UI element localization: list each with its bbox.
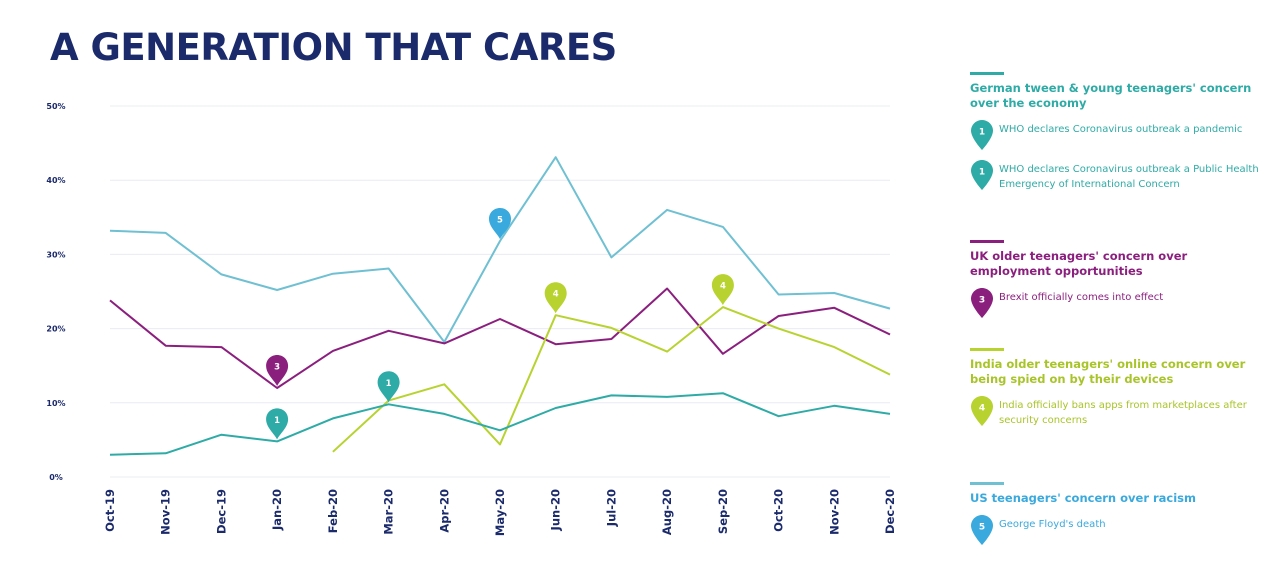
- marker-number: 5: [497, 216, 503, 226]
- marker-number: 4: [720, 282, 726, 292]
- event-marker: 4: [544, 282, 567, 314]
- y-tick-label: 10%: [46, 399, 65, 408]
- pin-number: 4: [979, 404, 985, 414]
- pin-number: 3: [979, 296, 985, 306]
- y-tick-label: 50%: [46, 102, 65, 111]
- series-line-uk: [109, 287, 891, 389]
- legend-event: 1 WHO declares Coronavirus outbreak a Pu…: [970, 159, 1270, 192]
- legend-event-text: WHO declares Coronavirus outbreak a Publ…: [999, 164, 1259, 190]
- y-tick-label: 40%: [46, 176, 65, 185]
- marker-number: 3: [274, 363, 280, 373]
- x-tick-label: Dec-20: [883, 489, 897, 534]
- map-pin-icon: 1: [971, 160, 993, 190]
- legend-event-text: Brexit officially comes into effect: [999, 292, 1164, 303]
- marker-number: 1: [386, 379, 392, 389]
- event-marker: 4: [711, 274, 734, 306]
- x-tick-label: Jan-20: [270, 489, 284, 531]
- map-pin-icon: 4: [971, 396, 993, 426]
- x-tick-label: May-20: [493, 489, 507, 536]
- legend-event-text: George Floyd's death: [999, 519, 1106, 530]
- pin-number: 1: [979, 168, 985, 178]
- x-tick-label: Feb-20: [326, 489, 340, 533]
- line-chart: 0% 10% 20% 30% 40% 50% Oct-19 Nov-19 Dec-19 Jan-…: [46, 102, 897, 536]
- legend-heading-india: India older teenagers' online concern ov…: [970, 357, 1246, 386]
- map-pin-icon: 3: [971, 288, 993, 318]
- x-tick-label: Jun-20: [549, 489, 563, 531]
- x-tick-label: Nov-19: [159, 489, 173, 535]
- legend-swatch-germany: [970, 72, 1004, 75]
- y-tick-label: 30%: [46, 250, 65, 259]
- chart-title: A GENERATION THAT CARES: [50, 26, 617, 69]
- series-line-india: [332, 306, 891, 453]
- marker-number: 4: [553, 290, 559, 300]
- x-tick-label: Dec-19: [214, 489, 228, 534]
- x-tick-label: Sep-20: [716, 489, 730, 534]
- event-markers: 1 3 1 5 4 4: [266, 208, 734, 440]
- legend-heading-germany: German tween & young teenagers' concern …: [970, 81, 1252, 110]
- series-line-germany: [109, 392, 891, 456]
- marker-number: 1: [274, 416, 280, 426]
- legend-event: 5 George Floyd's death: [970, 514, 1270, 546]
- event-marker: 3: [266, 355, 289, 386]
- map-pin-icon: 1: [971, 120, 993, 150]
- event-marker: 5: [489, 208, 511, 239]
- legend-heading-uk: UK older teenagers' concern over employm…: [970, 249, 1188, 278]
- map-pin-icon: 5: [971, 515, 993, 545]
- legend-event-text: WHO declares Coronavirus outbreak a pand…: [999, 124, 1243, 135]
- event-marker: 1: [377, 371, 400, 403]
- legend-event: 4 India officially bans apps from market…: [970, 395, 1270, 428]
- legend-swatch-india: [970, 348, 1004, 351]
- y-tick-label: 20%: [46, 325, 65, 334]
- series-lines: [109, 156, 891, 456]
- legend-event-text: India officially bans apps from marketpl…: [999, 400, 1247, 426]
- legend-us: US teenagers' concern over racism 5 Geor…: [970, 482, 1270, 546]
- legend-event: 3 Brexit officially comes into effect: [970, 287, 1270, 319]
- legend-germany: German tween & young teenagers' concern …: [970, 72, 1270, 192]
- legend-swatch-uk: [970, 240, 1004, 243]
- legend-india: India older teenagers' online concern ov…: [970, 348, 1270, 428]
- gridlines: [110, 105, 890, 478]
- series-line-us: [109, 156, 891, 343]
- map-pin-icon: [489, 208, 511, 239]
- event-marker: 1: [266, 408, 289, 440]
- legend-swatch-us: [970, 482, 1004, 485]
- x-tick-label: Mar-20: [382, 489, 396, 535]
- map-pin-icon: [266, 355, 289, 386]
- x-tick-label: Nov-20: [827, 489, 841, 535]
- legend-uk: UK older teenagers' concern over employm…: [970, 240, 1270, 319]
- x-tick-label: Aug-20: [660, 489, 674, 535]
- map-pin-icon: [266, 408, 289, 440]
- y-tick-label: 0%: [49, 473, 63, 482]
- pin-number: 1: [979, 128, 985, 138]
- x-tick-label: Oct-19: [103, 489, 117, 532]
- x-axis-ticks: Oct-19 Nov-19 Dec-19 Jan-20 Feb-20 Mar-20 Apr-…: [103, 489, 897, 536]
- legend-heading-us: US teenagers' concern over racism: [970, 491, 1197, 505]
- map-pin-icon: [711, 274, 734, 306]
- pin-number: 5: [979, 523, 985, 533]
- legend-event: 1 WHO declares Coronavirus outbreak a pa…: [970, 119, 1270, 151]
- x-tick-label: Oct-20: [772, 489, 786, 532]
- map-pin-icon: [377, 371, 400, 403]
- y-axis-ticks: 0% 10% 20% 30% 40% 50%: [46, 102, 65, 482]
- x-tick-label: Jul-20: [604, 489, 618, 527]
- x-tick-label: Apr-20: [437, 489, 451, 533]
- map-pin-icon: [544, 282, 567, 314]
